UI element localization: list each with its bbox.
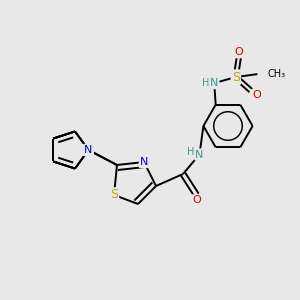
Text: N: N bbox=[140, 157, 148, 167]
Text: O: O bbox=[192, 195, 201, 206]
Text: S: S bbox=[232, 70, 240, 84]
Text: O: O bbox=[252, 90, 261, 100]
Text: N: N bbox=[210, 78, 218, 88]
Text: H: H bbox=[202, 78, 209, 88]
Text: CH₃: CH₃ bbox=[267, 69, 285, 79]
Text: N: N bbox=[84, 145, 93, 155]
Text: N: N bbox=[195, 149, 204, 160]
Text: H: H bbox=[188, 146, 195, 157]
Text: N: N bbox=[84, 145, 93, 155]
Text: O: O bbox=[234, 47, 243, 57]
Text: S: S bbox=[110, 188, 118, 202]
